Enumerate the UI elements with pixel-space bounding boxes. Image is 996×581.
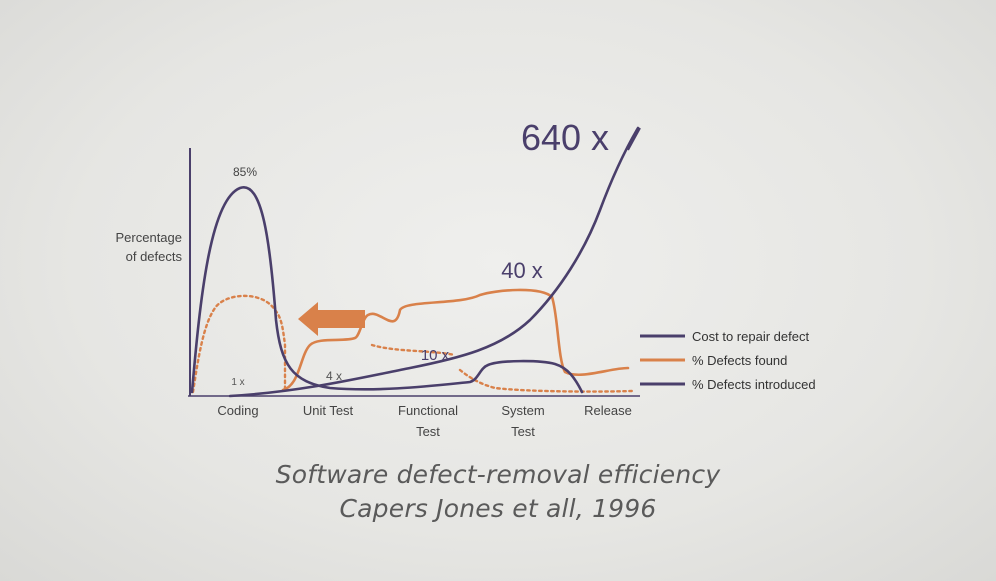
caption-line2: Capers Jones et all, 1996: [339, 494, 657, 523]
shift-left-arrow: [298, 302, 365, 336]
cost-label-40x: 40 x: [501, 258, 543, 283]
category-functional-test-2: Test: [416, 424, 440, 439]
cost-label-640x: 640 x: [521, 117, 609, 158]
category-system-test-1: System: [501, 403, 544, 418]
category-system-test-2: Test: [511, 424, 535, 439]
series-defects-found-dotted-3: [458, 368, 634, 393]
category-release: Release: [584, 403, 632, 418]
caption-line1: Software defect-removal efficiency: [275, 460, 721, 489]
legend: Cost to repair defect % Defects found % …: [640, 329, 816, 392]
cost-label-1x: 1 x: [231, 377, 244, 388]
legend-label-introduced: % Defects introduced: [692, 377, 816, 392]
series-defects-found: [281, 288, 630, 392]
category-coding: Coding: [217, 403, 258, 418]
legend-label-cost: Cost to repair defect: [692, 329, 809, 344]
category-labels: Coding Unit Test Functional Test System …: [217, 403, 631, 439]
series-cost-to-repair: [228, 126, 640, 398]
cost-label-10x: 10 x: [421, 347, 450, 364]
series-defects-introduced: [190, 186, 584, 394]
y-axis-label-line2: of defects: [126, 249, 183, 264]
category-functional-test-1: Functional: [398, 403, 458, 418]
cost-label-4x: 4 x: [326, 369, 342, 383]
series-defects-found-dotted-2: [370, 343, 457, 357]
peak-label: 85%: [233, 165, 257, 179]
category-unit-test: Unit Test: [303, 403, 354, 418]
y-axis-label-line1: Percentage: [116, 230, 183, 245]
legend-label-found: % Defects found: [692, 353, 787, 368]
cost-tail: [627, 127, 641, 151]
series-defects-found-dotted: [191, 294, 287, 394]
